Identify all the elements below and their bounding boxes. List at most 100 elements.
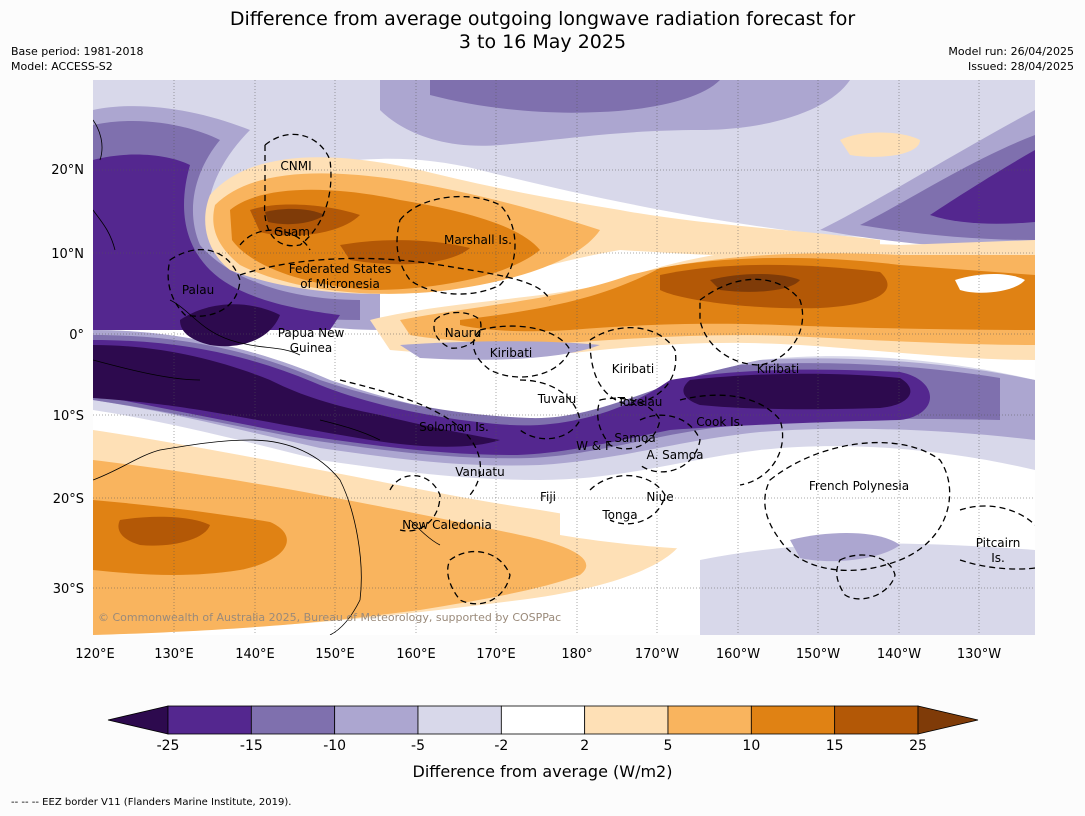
colorbar-box (500, 705, 586, 735)
place-nauru: Nauru (445, 326, 481, 340)
x-tick-160e: 160°E (396, 647, 436, 662)
olr-eq-white (955, 274, 1025, 293)
x-tick-180: 180° (561, 647, 592, 662)
place-tonga: Tonga (601, 508, 637, 522)
map-panel: CNMI Guam Marshall Is. Federated States … (93, 80, 1035, 635)
place-asamoa: A. Samoa (647, 448, 704, 462)
place-fsm-2: of Micronesia (300, 277, 380, 291)
olr-south-light (93, 460, 587, 635)
colorbar-box (750, 705, 836, 735)
place-pitcairn-1: Pitcairn (976, 536, 1021, 550)
y-tick-20s: 20°S (53, 492, 84, 507)
meta-right: Model run: 26/04/2025 Issued: 28/04/2025 (948, 44, 1074, 74)
colorbar-extend-low (107, 705, 169, 735)
colorbar-tick-label: -10 (323, 738, 346, 754)
colorbar-tick-label: 10 (742, 738, 760, 754)
colorbar-box (167, 705, 252, 735)
title-line-1: Difference from average outgoing longwav… (229, 8, 856, 30)
coastlines (93, 119, 441, 635)
y-tick-10s: 10°S (53, 409, 84, 424)
map-title: Difference from average outgoing longwav… (0, 8, 1085, 54)
olr-nw-darker (93, 154, 340, 330)
olr-north-light (93, 80, 1035, 250)
colorbar-box (417, 705, 502, 735)
place-guam: Guam (274, 225, 310, 239)
place-cnmi: CNMI (280, 159, 311, 173)
x-tick-150e: 150°E (315, 647, 355, 662)
copyright-notice: © Commonwealth of Australia 2025, Bureau… (98, 611, 561, 624)
olr-south-east-light (790, 533, 900, 562)
issued-date: Issued: 28/04/2025 (967, 60, 1074, 73)
y-tick-10n: 10°N (51, 247, 84, 262)
base-period: Base period: 1981-2018 (11, 45, 144, 58)
olr-eq-darkest (710, 274, 800, 292)
title-line-2: 3 to 16 May 2025 (458, 31, 627, 53)
colorbar-tick-label: -15 (240, 738, 263, 754)
place-french-polynesia: French Polynesia (809, 479, 909, 493)
colorbar: -25 -15 -10 -5 -2 2 5 10 15 25 (107, 705, 979, 754)
y-tick-30s: 30°S (53, 582, 84, 597)
colorbar-tick-label: 25 (909, 738, 927, 754)
x-tick-120e: 120°E (75, 647, 115, 662)
colorbar-extend-high (917, 705, 979, 735)
eez-borders (167, 133, 1035, 605)
olr-south-east-white (560, 482, 1035, 560)
olr-eq-purple-strip (400, 341, 600, 360)
colorbar-tick-label: 5 (664, 738, 673, 754)
place-labels: CNMI Guam Marshall Is. Federated States … (182, 159, 1020, 565)
colorbar-box (667, 705, 752, 735)
place-wf: W & F (576, 439, 612, 453)
y-axis-labels: 20°N 10°N 0° 10°S 20°S 30°S (51, 163, 84, 597)
place-fiji: Fiji (540, 490, 556, 504)
olr-north-pale-orange (840, 132, 920, 157)
x-tick-130e: 130°E (154, 647, 194, 662)
olr-south-east-pale (700, 543, 1035, 635)
x-tick-130w: 130°W (957, 647, 1001, 662)
place-png-2: Guinea (290, 341, 333, 355)
model-name: Model: ACCESS-S2 (11, 60, 113, 73)
place-tokelau: Tokelau (617, 395, 663, 409)
colorbar-title: Difference from average (W/m2) (412, 762, 673, 781)
place-cook: Cook Is. (696, 415, 743, 429)
place-fsm-1: Federated States (289, 262, 391, 276)
colorbar-box (250, 705, 336, 735)
place-pitcairn-2: Is. (991, 551, 1005, 565)
x-tick-140e: 140°E (235, 647, 275, 662)
x-axis-labels: 120°E 130°E 140°E 150°E 160°E 170°E 180°… (75, 647, 1001, 662)
model-run: Model run: 26/04/2025 (948, 45, 1074, 58)
olr-north-dark (430, 80, 720, 113)
colorbar-tick-label: 2 (580, 738, 589, 754)
colorbar-tick-label: -25 (157, 738, 180, 754)
x-tick-170e: 170°E (476, 647, 516, 662)
place-solomon: Solomon Is. (419, 420, 489, 434)
place-palau: Palau (182, 283, 214, 297)
x-tick-170w: 170°W (635, 647, 679, 662)
y-tick-0: 0° (69, 328, 84, 343)
olr-ne-darkest (930, 150, 1035, 224)
colorbar-box (584, 705, 669, 735)
place-png-1: Papua New (278, 326, 345, 340)
meta-left: Base period: 1981-2018 Model: ACCESS-S2 (11, 44, 143, 74)
olr-south-dark (118, 516, 210, 546)
x-tick-150w: 150°W (796, 647, 840, 662)
x-tick-140w: 140°W (877, 647, 921, 662)
place-tuvalu: Tuvalu (537, 392, 577, 406)
place-new-caledonia: New Caledonia (402, 518, 492, 532)
y-tick-20n: 20°N (51, 163, 84, 178)
place-marshall: Marshall Is. (444, 233, 512, 247)
place-vanuatu: Vanuatu (455, 465, 505, 479)
olr-spcz-darkest (93, 345, 911, 447)
footnote: -- -- -- EEZ border V11 (Flanders Marine… (11, 797, 292, 808)
colorbar-box (334, 705, 419, 735)
gridlines (93, 80, 1035, 635)
colorbar-box (834, 705, 919, 735)
colorbar-tick-label: -2 (494, 738, 508, 754)
place-kiribati-w: Kiribati (490, 346, 532, 360)
place-niue: Niue (646, 490, 673, 504)
place-kiribati-e: Kiribati (757, 362, 799, 376)
place-kiribati-c: Kiribati (612, 362, 654, 376)
olr-micro-darkest (265, 208, 325, 225)
x-tick-160w: 160°W (716, 647, 760, 662)
place-samoa: Samoa (614, 431, 655, 445)
